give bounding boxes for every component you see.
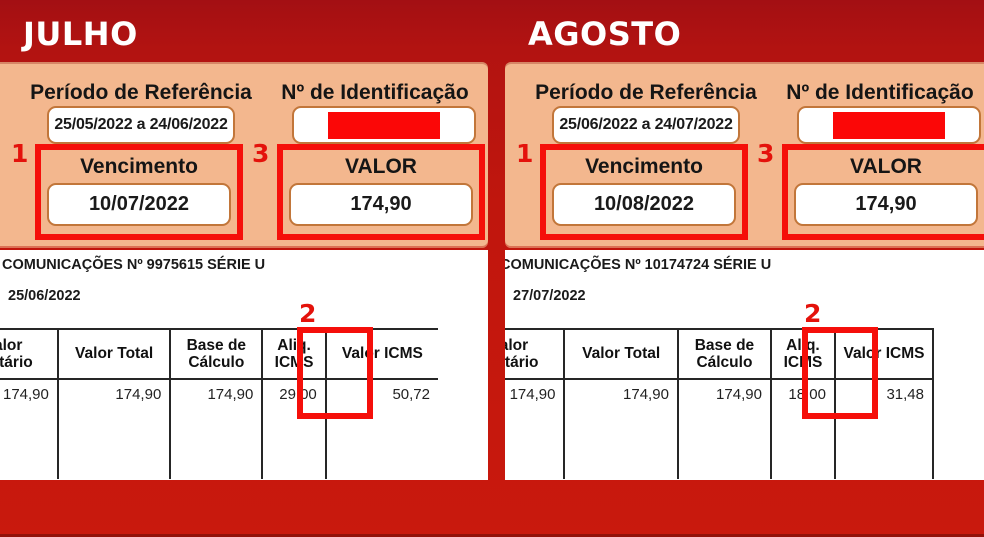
- valor-value: 174,90: [794, 183, 978, 226]
- cell-valor-unitario: 174,90: [2, 386, 49, 403]
- identificacao-box: [292, 106, 476, 144]
- cell-valor-icms: 50,72: [324, 379, 438, 479]
- valor-label: VALOR: [345, 155, 417, 178]
- cell-valor-unitario: 174,90: [509, 386, 556, 403]
- cell-base-calculo: 174,90: [169, 379, 263, 479]
- header-valor-unitario: Valor Unitário: [0, 329, 58, 380]
- annotation-marker-1: 1: [516, 139, 534, 168]
- valor-value: 174,90: [289, 183, 473, 226]
- tax-table: Valor Unitário Valor Total Base de Cálcu…: [0, 328, 438, 479]
- annotation-marker-2: 2: [804, 299, 822, 328]
- header-base-calculo: Base de Cálculo: [169, 329, 263, 380]
- highlight-box-aliq-icms: [297, 327, 373, 419]
- highlight-box-aliq-icms: [802, 327, 878, 419]
- periodo-referencia-value: 25/05/2022 a 24/06/2022: [47, 106, 235, 144]
- header-valor-total: Valor Total: [563, 329, 678, 380]
- cell-base-calculo: 174,90: [676, 379, 771, 479]
- highlight-box-vencimento: Vencimento 10/07/2022: [35, 144, 243, 240]
- document-number-line: COMUNICAÇÕES Nº 9975615 SÉRIE U: [2, 257, 266, 273]
- document-number-line: COMUNICAÇÕES Nº 10174724 SÉRIE U: [505, 257, 772, 273]
- periodo-referencia-value: 25/06/2022 a 24/07/2022: [552, 106, 740, 144]
- identificacao-label: Nº de Identificação: [786, 81, 974, 104]
- header-valor-total: Valor Total: [56, 329, 171, 380]
- periodo-referencia-label: Período de Referência: [535, 81, 757, 104]
- vencimento-value: 10/08/2022: [552, 183, 736, 226]
- vencimento-label: Vencimento: [585, 155, 703, 178]
- vencimento-value: 10/07/2022: [47, 183, 231, 226]
- document-date: 27/07/2022: [513, 288, 586, 304]
- header-valor-unitario: Valor Unitário: [505, 329, 565, 380]
- bill-panel-julho: JULHO Período de Referência Nº de Identi…: [0, 0, 488, 537]
- highlight-box-valor: VALOR 174,90: [277, 144, 485, 240]
- redacted-id-block: [328, 111, 440, 139]
- table-header-row: Valor Unitário Valor Total Base de Cálcu…: [0, 329, 438, 380]
- redacted-id-block: [833, 111, 945, 139]
- vencimento-label: Vencimento: [80, 155, 198, 178]
- bill-header-section: Período de Referência Nº de Identificaçã…: [505, 62, 984, 248]
- document-date: 25/06/2022: [8, 288, 81, 304]
- bill-month-title: AGOSTO: [528, 15, 682, 53]
- highlight-box-vencimento: Vencimento 10/08/2022: [540, 144, 748, 240]
- bill-header-section: Período de Referência Nº de Identificaçã…: [0, 62, 488, 248]
- annotation-marker-3: 3: [252, 139, 270, 168]
- cell-valor-total: 174,90: [56, 379, 171, 479]
- header-base-calculo: Base de Cálculo: [676, 329, 771, 380]
- highlight-box-valor: VALOR 174,90: [782, 144, 984, 240]
- identificacao-label: Nº de Identificação: [281, 81, 469, 104]
- bill-body-section: COMUNICAÇÕES Nº 10174724 SÉRIE U 27/07/2…: [505, 250, 984, 480]
- header-valor-icms: Valor ICMS: [833, 329, 935, 380]
- periodo-referencia-label: Período de Referência: [30, 81, 252, 104]
- cell-valor-icms: 31,48: [833, 379, 935, 479]
- annotation-marker-1: 1: [11, 139, 29, 168]
- valor-label: VALOR: [850, 155, 922, 178]
- annotation-marker-3: 3: [757, 139, 775, 168]
- header-valor-icms: Valor ICMS: [324, 329, 438, 380]
- table-data-row: 174,90 174,90 174,90 18,00 31,48: [505, 379, 935, 479]
- bill-month-title: JULHO: [23, 15, 138, 53]
- bill-body-section: COMUNICAÇÕES Nº 9975615 SÉRIE U 25/06/20…: [0, 250, 488, 480]
- cell-valor-total: 174,90: [563, 379, 678, 479]
- bill-panel-agosto: AGOSTO Período de Referência Nº de Ident…: [505, 0, 984, 537]
- identificacao-box: [797, 106, 981, 144]
- bottom-edge-shade: [0, 534, 984, 537]
- annotation-marker-2: 2: [299, 299, 317, 328]
